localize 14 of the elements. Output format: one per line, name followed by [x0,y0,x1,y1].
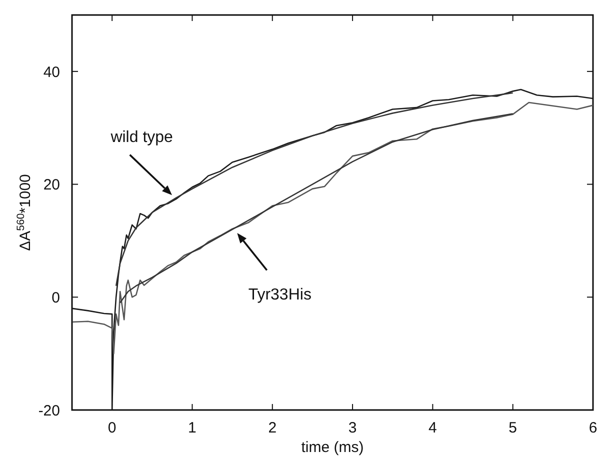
y-tick-label: 0 [52,289,60,306]
annotation: Tyr33His [248,286,312,304]
x-tick-label: 4 [428,420,437,437]
x-tick-label: 5 [508,420,518,437]
x-tick-label: 0 [108,420,116,437]
x-tick-label: 1 [188,420,196,437]
x-axis-title: time (ms) [301,439,364,456]
y-tick-label: -20 [38,402,60,420]
y-tick-label: 40 [43,64,60,81]
x-tick-label: 2 [268,420,277,437]
x-tick-label: 6 [588,420,598,437]
x-tick-label: 3 [348,420,357,437]
y-tick-label: 20 [43,176,60,194]
annotation: wild type [110,129,174,146]
